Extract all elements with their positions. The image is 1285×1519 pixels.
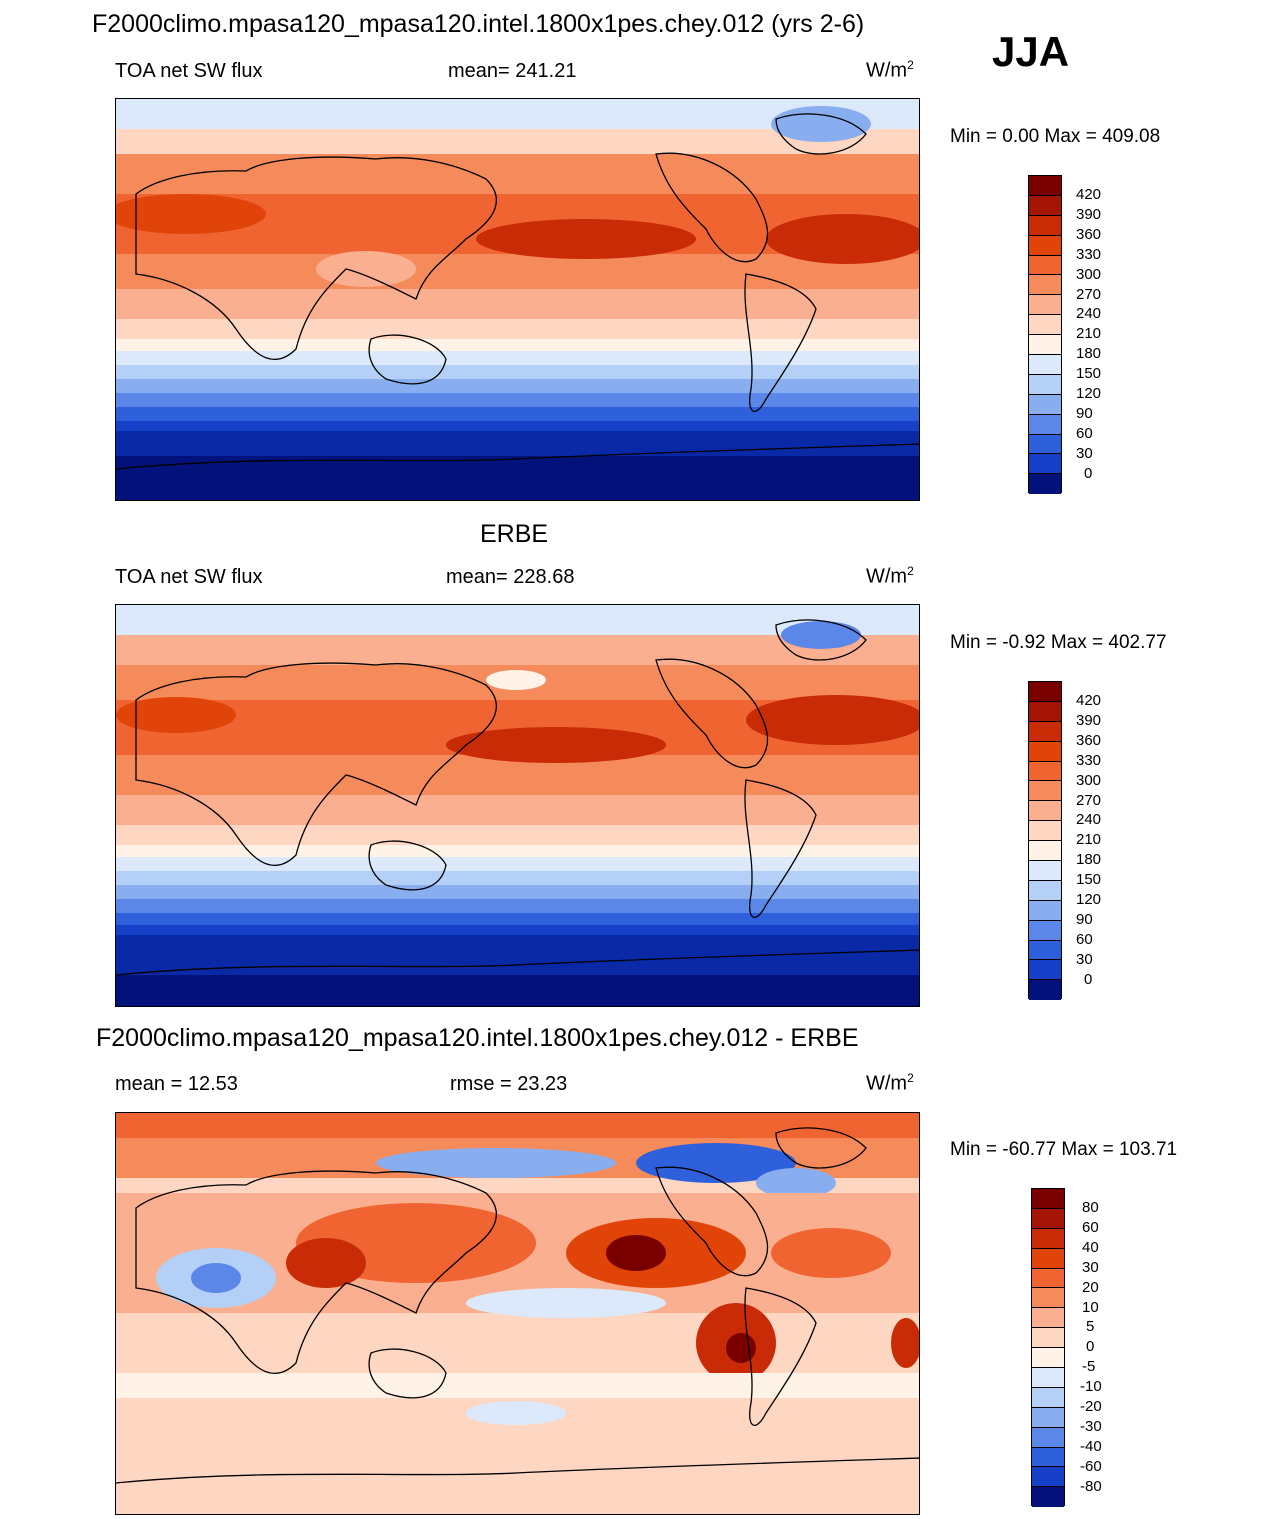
- panel3-minmax: Min = -60.77 Max = 103.71: [950, 1139, 1178, 1160]
- panel3-tick: 10: [1082, 1299, 1099, 1316]
- panel1-map: [115, 98, 920, 501]
- panel3-tick: 0: [1086, 1338, 1095, 1355]
- panel1-tick: 420: [1076, 186, 1102, 203]
- panel2-tick: 30: [1076, 951, 1093, 968]
- panel2-tick: 90: [1076, 911, 1093, 928]
- season-label: JJA: [992, 28, 1070, 75]
- panel3-rmse-label: rmse = 23.23: [450, 1073, 568, 1095]
- panel3-tick: 60: [1082, 1219, 1099, 1236]
- panel2-tick: 240: [1076, 811, 1102, 828]
- panel2-colorbar: [1028, 681, 1062, 1001]
- panel2-tick: 330: [1076, 752, 1102, 769]
- panel2-tick: 180: [1076, 851, 1102, 868]
- panel1-minmax: Min = 0.00 Max = 409.08: [950, 126, 1161, 147]
- panel3-tick: -5: [1082, 1358, 1096, 1375]
- panel2-map: [115, 604, 920, 1007]
- panel3-units: W/m2: [866, 1071, 914, 1095]
- panel3-tick: 30: [1082, 1259, 1099, 1276]
- panel3-colorbar: [1031, 1188, 1065, 1508]
- panel3-tick: 5: [1086, 1318, 1095, 1335]
- panel2-tick: 270: [1076, 792, 1102, 809]
- panel2-tick: 150: [1076, 871, 1102, 888]
- panel3-tick: -40: [1080, 1438, 1102, 1455]
- panel1-tick: 60: [1076, 425, 1093, 442]
- panel2-left-label: TOA net SW flux: [115, 566, 263, 588]
- panel2-tick: 120: [1076, 891, 1102, 908]
- panel2-minmax: Min = -0.92 Max = 402.77: [950, 632, 1167, 653]
- panel3-tick: 20: [1082, 1279, 1099, 1296]
- panel2-mean-label: mean= 228.68: [446, 566, 575, 588]
- panel2-title: ERBE: [480, 520, 549, 548]
- panel1-tick: 210: [1076, 325, 1102, 342]
- panel1-left-label: TOA net SW flux: [115, 60, 263, 82]
- panel2-tick: 420: [1076, 692, 1102, 709]
- panel2-tick: 210: [1076, 831, 1102, 848]
- panel3-mean-label: mean = 12.53: [115, 1073, 238, 1095]
- panel1-tick: 90: [1076, 405, 1093, 422]
- panel1-mean-label: mean= 241.21: [448, 60, 577, 82]
- panel3-map: [115, 1112, 920, 1515]
- panel3-tick: 80: [1082, 1199, 1099, 1216]
- panel3-tick: -10: [1080, 1378, 1102, 1395]
- panel3-tick: 40: [1082, 1239, 1099, 1256]
- panel1-tick: 30: [1076, 445, 1093, 462]
- panel1-tick: 150: [1076, 365, 1102, 382]
- panel1-tick: 300: [1076, 266, 1102, 283]
- panel1-colorbar: [1028, 175, 1062, 495]
- panel2-units: W/m2: [866, 564, 914, 588]
- panel1-tick: 360: [1076, 226, 1102, 243]
- panel1-tick: 390: [1076, 206, 1102, 223]
- panel1-units: W/m2: [866, 58, 914, 82]
- main-title: F2000climo.mpasa120_mpasa120.intel.1800x…: [92, 10, 865, 38]
- panel1-tick: 0: [1084, 465, 1093, 482]
- panel3-tick: -30: [1080, 1418, 1102, 1435]
- panel3-title: F2000climo.mpasa120_mpasa120.intel.1800x…: [96, 1024, 859, 1052]
- panel2-tick: 60: [1076, 931, 1093, 948]
- panel3-tick: -60: [1080, 1458, 1102, 1475]
- panel2-tick: 360: [1076, 732, 1102, 749]
- panel1-tick: 330: [1076, 246, 1102, 263]
- panel1-tick: 270: [1076, 286, 1102, 303]
- panel2-tick: 300: [1076, 772, 1102, 789]
- panel1-tick: 120: [1076, 385, 1102, 402]
- panel3-tick: -80: [1080, 1478, 1102, 1495]
- panel2-tick: 390: [1076, 712, 1102, 729]
- panel3-tick: -20: [1080, 1398, 1102, 1415]
- panel2-tick: 0: [1084, 971, 1093, 988]
- panel1-tick: 180: [1076, 345, 1102, 362]
- panel1-tick: 240: [1076, 305, 1102, 322]
